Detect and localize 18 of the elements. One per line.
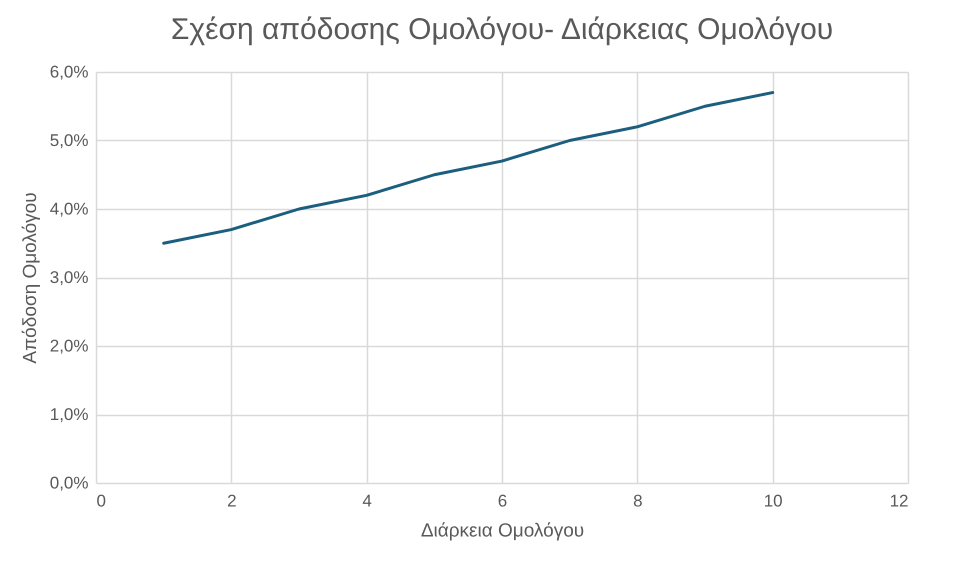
x-axis-title: Διάρκεια Ομολόγου bbox=[420, 520, 584, 542]
y-tick-label: 4,0% bbox=[50, 200, 88, 218]
y-tick-label: 3,0% bbox=[50, 268, 88, 287]
x-tick-label: 6 bbox=[498, 492, 508, 510]
chart-title: Σχέση απόδοσης Ομολόγου- Διάρκειας Ομολόγου bbox=[170, 13, 834, 46]
y-tick-label: 0,0% bbox=[50, 474, 88, 492]
x-tick-label: 2 bbox=[227, 492, 237, 510]
x-tick-label: 0 bbox=[96, 492, 106, 510]
line-series bbox=[162, 91, 774, 245]
y-axis-title: Απόδοση Ομολόγου bbox=[20, 192, 41, 364]
y-tick-label: 2,0% bbox=[50, 336, 88, 356]
x-tick-label: 8 bbox=[633, 492, 643, 510]
x-tick-label: 4 bbox=[362, 492, 372, 510]
x-tick-label: 12 bbox=[890, 492, 908, 510]
y-tick-label: 1,0% bbox=[50, 405, 88, 424]
x-tick-label: 10 bbox=[764, 492, 783, 510]
y-tick-label: 5,0% bbox=[50, 131, 88, 150]
y-tick-label: 6,0% bbox=[50, 62, 88, 82]
